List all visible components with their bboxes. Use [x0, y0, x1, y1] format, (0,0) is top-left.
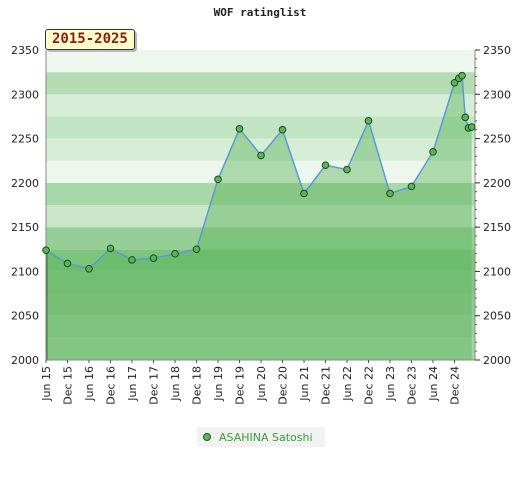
y-tick-label-right: 2000: [483, 354, 511, 367]
data-point: [386, 189, 394, 198]
data-point: [407, 182, 416, 191]
data-point: [85, 264, 93, 273]
y-tick-label-left: 2050: [11, 310, 39, 323]
x-tick-label: Jun 18: [169, 366, 182, 402]
background-band: [46, 293, 475, 316]
data-point: [149, 254, 158, 262]
background-band: [46, 205, 475, 228]
data-point: [42, 246, 50, 254]
data-point: [343, 165, 351, 174]
data-point: [63, 259, 72, 268]
data-point: [235, 125, 244, 133]
data-point: [450, 78, 459, 87]
data-point: [467, 123, 476, 131]
y-tick-label-left: 2300: [11, 88, 39, 101]
y-tick-label-right: 2250: [483, 133, 511, 146]
y-tick-label-right: 2200: [483, 177, 511, 190]
x-tick-label: Dec 17: [148, 366, 161, 405]
y-tick-label-left: 2200: [11, 177, 39, 190]
x-tick-label: Jun 19: [212, 366, 225, 402]
x-tick-label: Dec 21: [320, 366, 333, 405]
data-point: [214, 175, 222, 184]
background-band: [46, 337, 475, 360]
x-tick-label: Dec 23: [406, 366, 419, 405]
legend[interactable]: ASAHINA Satoshi: [197, 427, 325, 447]
background-band: [46, 50, 475, 73]
data-point: [321, 161, 330, 169]
background-band: [46, 271, 475, 294]
y-tick-label-right: 2150: [483, 221, 511, 234]
chart-title: WOF ratinglist: [213, 6, 307, 19]
background-band: [46, 116, 475, 139]
legend-marker-icon: [203, 433, 211, 441]
x-tick-label: Jun 24: [427, 366, 440, 402]
background-band: [46, 227, 475, 250]
y-tick-label-right: 2100: [483, 265, 511, 278]
data-point: [300, 189, 308, 198]
x-tick-label: Jun 17: [126, 366, 139, 402]
background-band: [46, 315, 475, 338]
y-tick-label-right: 2050: [483, 310, 511, 323]
data-point: [364, 117, 373, 125]
period-badge: 2015-2025: [45, 29, 135, 50]
x-tick-label: Dec 22: [363, 366, 376, 405]
series-area: [46, 75, 472, 360]
background-band: [46, 94, 475, 117]
background-band: [46, 138, 475, 161]
y-tick-label-left: 2150: [11, 221, 39, 234]
y-tick-label-right: 2350: [483, 44, 511, 57]
background-band: [46, 182, 475, 205]
background-band: [46, 72, 475, 95]
x-tick-label: Dec 24: [449, 366, 462, 405]
x-tick-label: Jun 21: [298, 366, 311, 402]
y-tick-label-right: 2300: [483, 88, 511, 101]
x-tick-label: Dec 20: [277, 366, 290, 405]
x-tick-label: Dec 18: [191, 366, 204, 405]
x-tick-label: Dec 19: [234, 366, 247, 405]
data-point: [192, 245, 201, 254]
y-tick-label-left: 2350: [11, 44, 39, 57]
x-tick-label: Dec 15: [62, 366, 75, 405]
data-point: [458, 71, 466, 80]
data-point: [257, 151, 265, 160]
x-tick-label: Jun 16: [83, 366, 96, 402]
legend-label: ASAHINA Satoshi: [219, 430, 313, 444]
data-point: [429, 148, 437, 156]
data-point: [171, 249, 179, 258]
data-point: [278, 125, 287, 134]
background-band: [46, 160, 475, 183]
data-point: [461, 113, 470, 122]
x-tick-label: Dec 16: [105, 366, 118, 405]
x-tick-label: Jun 20: [255, 366, 268, 402]
data-point: [106, 244, 115, 253]
x-tick-label: Jun 23: [384, 366, 397, 402]
data-point: [128, 256, 136, 264]
y-tick-label-left: 2250: [11, 133, 39, 146]
y-tick-label-left: 2100: [11, 265, 39, 278]
x-tick-label: Jun 22: [341, 366, 354, 402]
x-tick-label: Jun 15: [40, 366, 53, 402]
y-tick-label-left: 2000: [11, 354, 39, 367]
